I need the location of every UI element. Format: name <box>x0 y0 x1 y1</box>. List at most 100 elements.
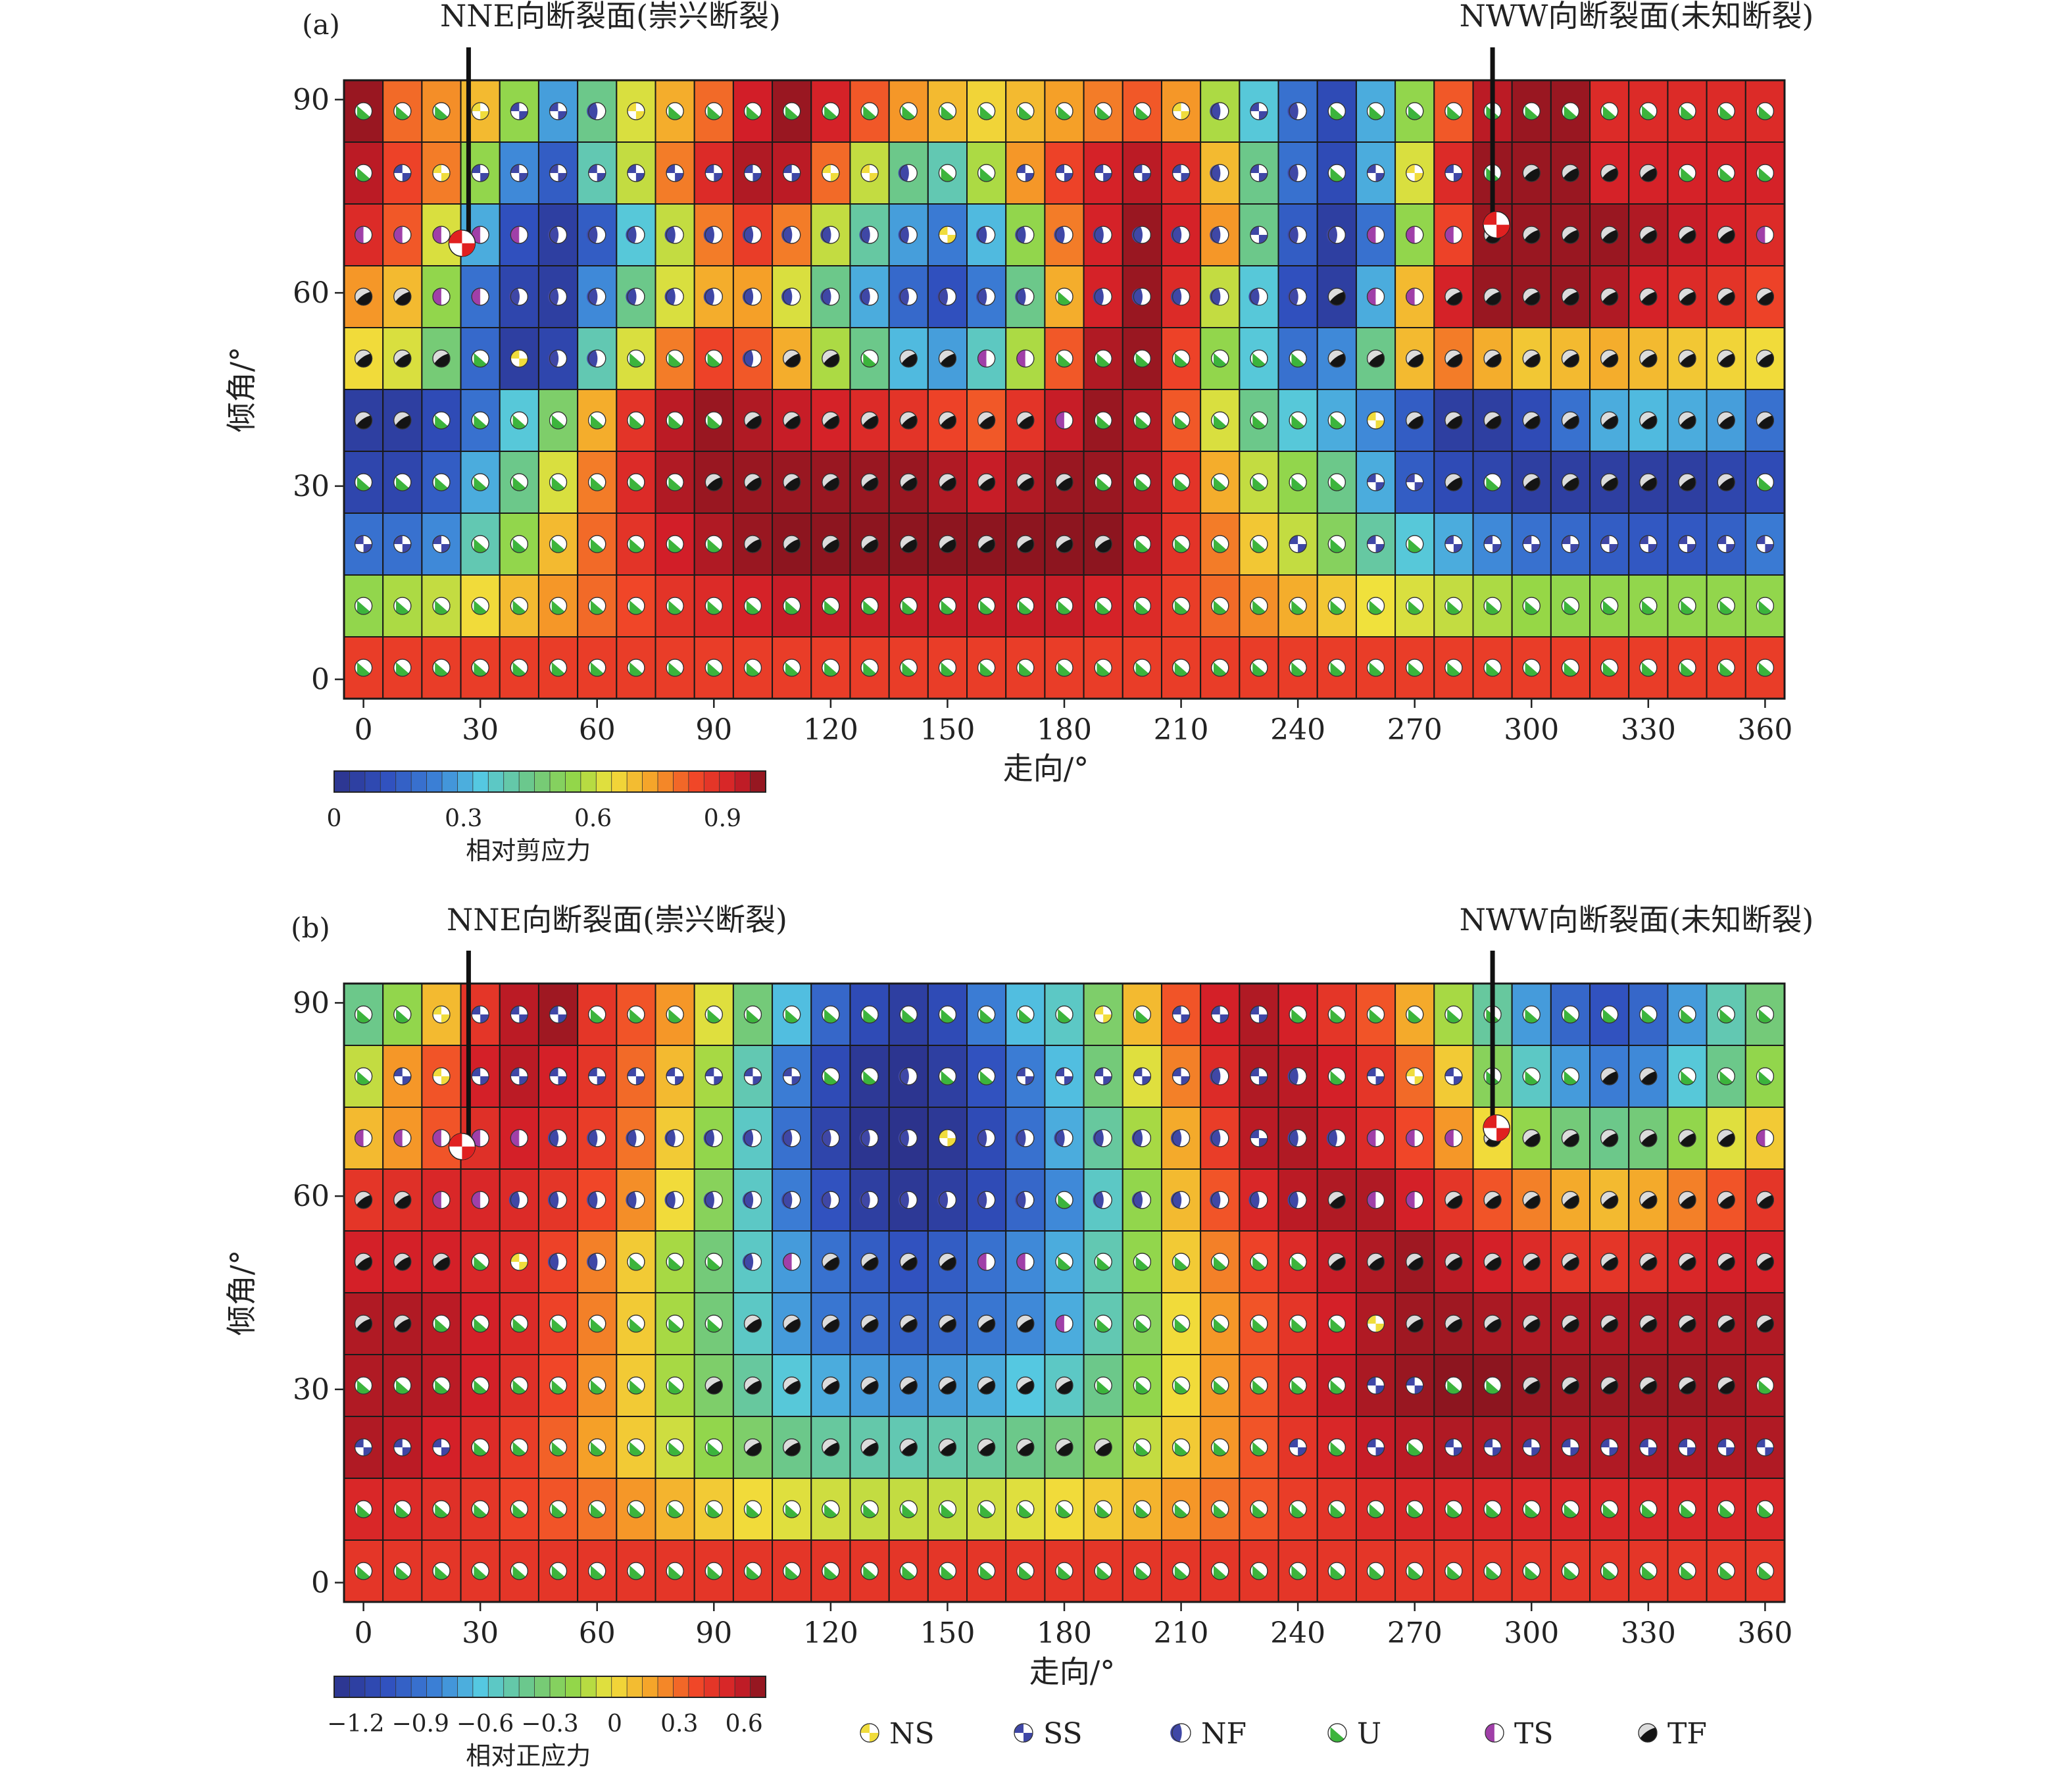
beachball-fill <box>1453 1447 1462 1456</box>
fault-beachball-fill <box>462 243 476 257</box>
beachball-rim <box>743 1005 762 1024</box>
mechanism-marker <box>1211 473 1229 491</box>
beachball-fill <box>435 1380 448 1394</box>
beachball-fill <box>1367 1315 1376 1324</box>
beachball-fill <box>1642 1503 1655 1518</box>
beachball-rim <box>1756 473 1775 491</box>
mechanism-marker <box>354 1376 373 1395</box>
beachball-fill-light <box>783 1377 799 1391</box>
beachball-rim <box>1717 535 1735 553</box>
beachball-fill <box>1642 105 1655 120</box>
mechanism-marker <box>1250 1314 1268 1333</box>
beachball-fill <box>597 173 606 182</box>
colorbar-tick-label: −0.6 <box>456 1711 514 1737</box>
beachball-fill <box>707 414 721 429</box>
beachball-rim <box>1250 1067 1268 1086</box>
beachball-fill <box>1096 1442 1112 1456</box>
beachball-fill <box>629 1380 643 1394</box>
beachball-fill <box>1214 600 1227 614</box>
beachball-rim <box>354 1005 373 1024</box>
mechanism-marker <box>626 287 645 306</box>
mechanism-marker <box>1678 1067 1696 1086</box>
beachball-fill <box>783 1068 792 1076</box>
beachball-rim <box>1172 1438 1191 1457</box>
mechanism-marker <box>666 1005 684 1024</box>
mechanism-marker <box>1366 473 1385 491</box>
beachball-fill <box>1097 1256 1110 1270</box>
beachball-rim <box>549 1191 568 1209</box>
beachball-fill <box>901 1380 918 1394</box>
mechanism-marker <box>588 473 606 491</box>
mechanism-marker <box>549 1438 568 1457</box>
beachball-fill-light <box>1562 350 1578 364</box>
mechanism-marker <box>1717 1438 1735 1457</box>
mechanism-marker <box>1406 102 1424 120</box>
mechanism-marker <box>1016 411 1035 430</box>
beachball-rim <box>1327 1191 1346 1209</box>
mechanism-marker <box>1678 659 1696 677</box>
heatmap-cell <box>1589 1416 1630 1479</box>
beachball-rim <box>1366 1376 1385 1395</box>
beachball-rim <box>783 535 801 553</box>
beachball-fill-light <box>939 1253 955 1267</box>
beachball-rim <box>899 1500 918 1518</box>
colorbar-segment <box>565 770 581 793</box>
beachball-fill <box>1019 1503 1032 1518</box>
beachball-rim <box>549 1129 568 1147</box>
beachball-rim <box>977 1005 996 1024</box>
beachball-rim <box>860 164 879 182</box>
beachball-fill <box>1252 353 1266 367</box>
mechanism-marker <box>1522 102 1541 120</box>
mechanism-marker <box>1639 1253 1658 1271</box>
beachball-rim <box>588 597 606 615</box>
beachball-rim <box>1483 1500 1502 1518</box>
beachball-rim <box>977 411 996 430</box>
mechanism-marker <box>432 1191 451 1209</box>
beachball-fill <box>435 662 448 676</box>
beachball-rim <box>1172 1005 1191 1024</box>
beachball-rim <box>393 473 412 491</box>
beachball-rim <box>510 1500 528 1518</box>
beachball-fill <box>1019 662 1032 676</box>
mechanism-marker <box>510 349 528 368</box>
beachball-rim <box>627 1500 645 1518</box>
mechanism-marker <box>1327 659 1346 677</box>
beachball-rim <box>1327 1376 1346 1395</box>
beachball-fill <box>979 167 993 182</box>
heatmap-cell <box>382 1230 423 1293</box>
mechanism-marker <box>822 1376 840 1395</box>
beachball-rim <box>1717 1253 1735 1271</box>
mechanism-marker <box>938 164 957 182</box>
beachball-fill <box>432 164 441 173</box>
beachball-rim <box>1600 473 1619 491</box>
mechanism-marker <box>1210 102 1229 120</box>
mechanism-marker <box>822 349 840 368</box>
beachball-fill <box>1602 1318 1618 1332</box>
beachball-rim <box>743 1067 762 1086</box>
mechanism-marker <box>1055 102 1073 120</box>
beachball-fill <box>1056 164 1064 173</box>
beachball-rim <box>1483 287 1502 306</box>
colorbar-segment <box>472 770 489 793</box>
mechanism-marker <box>1131 1129 1151 1147</box>
beachball-rim <box>588 102 606 120</box>
beachball-rim <box>1094 1253 1112 1271</box>
beachball-rim <box>1678 1314 1696 1333</box>
mechanism-marker <box>1522 659 1541 677</box>
beachball-fill <box>1641 1071 1657 1085</box>
beachball-rim <box>743 1376 762 1395</box>
beachball-fill <box>1444 1439 1454 1447</box>
mechanism-marker <box>1327 287 1346 306</box>
beachball-rim <box>1055 1500 1073 1518</box>
beachball-rim <box>1211 1129 1229 1147</box>
beachball-rim <box>899 473 918 491</box>
beachball-fill <box>1330 1503 1344 1518</box>
beachball-fill-light <box>1562 1377 1578 1391</box>
beachball-fill <box>901 415 918 429</box>
mechanism-marker <box>1522 226 1541 244</box>
beachball-fill <box>1174 538 1188 553</box>
legend-marker-nf <box>1170 1723 1191 1743</box>
beachball-rim <box>1756 1067 1775 1086</box>
mechanism-marker <box>1327 1562 1346 1580</box>
beachball-fill <box>707 1565 721 1580</box>
